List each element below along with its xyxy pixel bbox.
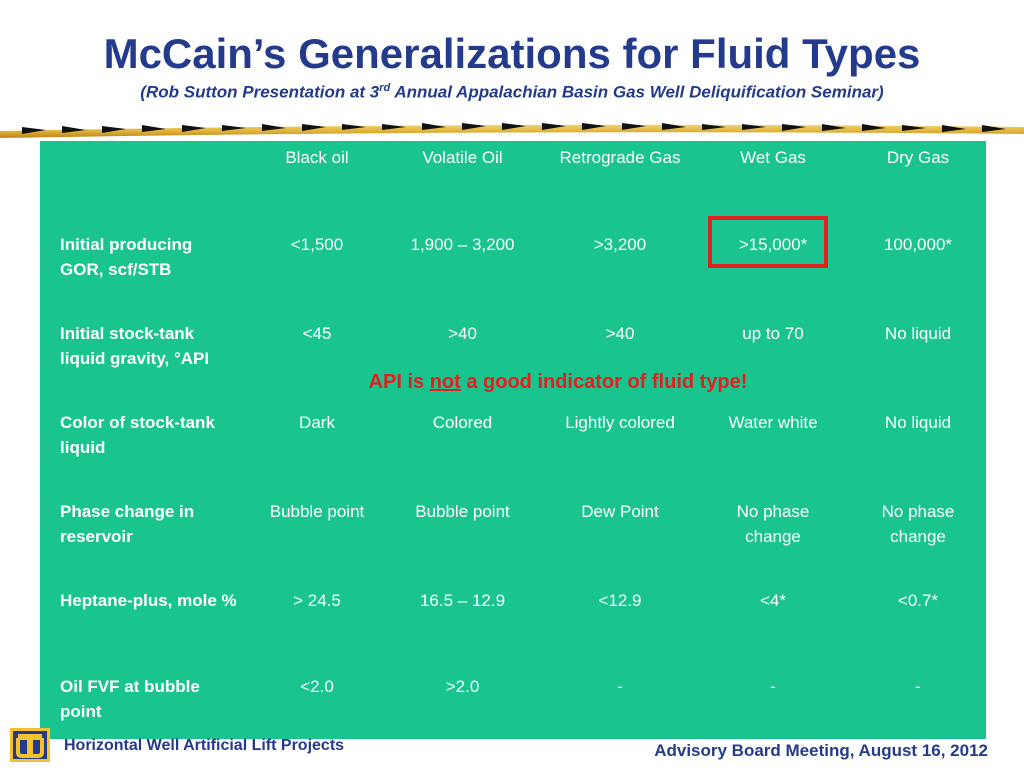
table-cell: <2.0: [300, 677, 334, 696]
footer-meeting-date: Advisory Board Meeting, August 16, 2012: [654, 741, 988, 760]
highlight-box: [708, 216, 828, 268]
table-cell: <45: [302, 324, 332, 343]
university-logo-icon: [10, 728, 50, 762]
column-header: Volatile Oil: [422, 148, 503, 167]
table-cell: >15,000*: [738, 235, 808, 254]
table-cell: >3,200: [593, 235, 647, 254]
row-label-phase-change: Phase change in reservoir: [60, 502, 195, 546]
column-header: Wet Gas: [740, 148, 806, 167]
table-cell: 16.5 – 12.9: [419, 591, 506, 610]
table-cell: Water white: [728, 413, 818, 432]
table-cell: -: [770, 677, 776, 696]
subtitle-superscript: rd: [379, 82, 391, 94]
column-header: Dry Gas: [886, 148, 950, 167]
row-label-oil-fvf: Oil FVF at bubble point: [60, 677, 200, 721]
slide-title: McCain’s Generalizations for Fluid Types: [103, 30, 921, 77]
decorative-rope-divider: [0, 123, 1024, 138]
table-cell: Dew Point: [581, 502, 659, 521]
note-emphasis: not: [429, 371, 461, 393]
row-label-gor: Initial producing GOR, scf/STB: [60, 235, 193, 279]
table-cell: 100,000*: [883, 235, 953, 254]
column-header: Retrograde Gas: [559, 148, 681, 167]
table-cell: >40: [448, 324, 477, 343]
table-cell: No liquid: [884, 324, 952, 343]
table-cell: Dark: [299, 413, 335, 432]
column-header: Black oil: [285, 148, 349, 167]
table-cell: <12.9: [598, 591, 642, 610]
note-text-end: a good indicator of fluid type!: [460, 371, 748, 393]
table-cell: <1,500: [290, 235, 344, 254]
slide-subtitle: (Rob Sutton Presentation at 3rd Annual A…: [0, 82, 1024, 103]
row-label-heptane: Heptane-plus, mole %: [60, 591, 237, 610]
subtitle-text-end: Annual Appalachian Basin Gas Well Deliqu…: [390, 82, 884, 102]
table-cell: >40: [605, 324, 635, 343]
row-label-color: Color of stock-tank liquid: [60, 413, 215, 457]
table-cell: -: [915, 677, 921, 696]
api-note: API is not a good indicator of fluid typ…: [40, 371, 986, 394]
table-cell: >2.0: [445, 677, 480, 696]
table-cell: 1,900 – 3,200: [410, 235, 515, 254]
footer-project-name: Horizontal Well Artificial Lift Projects: [64, 737, 345, 754]
fluid-types-table: Black oil Volatile Oil Retrograde Gas We…: [40, 141, 986, 739]
table-cell: Bubble point: [415, 502, 510, 521]
table-cell: <4*: [760, 591, 786, 610]
table-cell: No phase change: [881, 502, 955, 546]
table-cell: No liquid: [884, 413, 952, 432]
table-cell: <0.7*: [897, 591, 939, 610]
subtitle-text: (Rob Sutton Presentation at 3: [140, 82, 380, 102]
table-cell: Lightly colored: [565, 413, 675, 432]
table-cell: > 24.5: [293, 591, 341, 610]
table-cell: No phase change: [736, 502, 810, 546]
table-cell: Bubble point: [269, 502, 365, 521]
table-cell: up to 70: [742, 324, 804, 343]
row-label-api-gravity: Initial stock-tank liquid gravity, °API: [60, 324, 210, 368]
table-cell: Colored: [432, 413, 493, 432]
note-text: API is: [368, 371, 430, 393]
table-cell: -: [617, 677, 623, 696]
